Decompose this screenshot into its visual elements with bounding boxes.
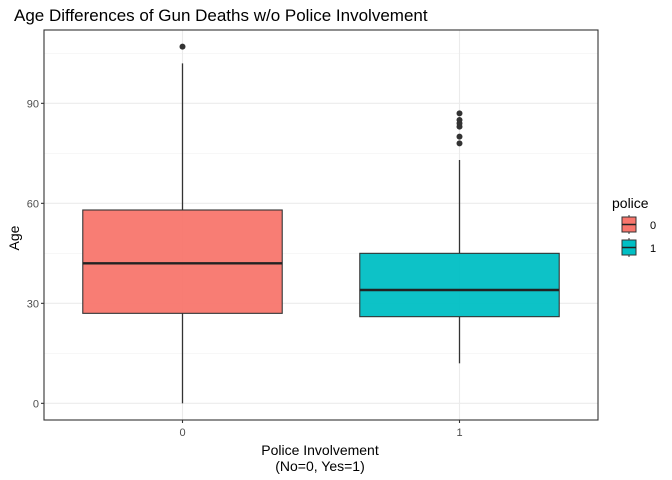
outlier-point <box>179 43 186 50</box>
iqr-box <box>82 209 283 314</box>
plot-panel <box>43 29 599 421</box>
x-tick-label: 0 <box>179 427 185 439</box>
outlier-point <box>456 117 463 123</box>
outlier-point <box>456 133 463 140</box>
legend-label: 0 <box>650 220 656 232</box>
y-axis-title: Age <box>6 225 22 250</box>
y-axis: 0 30 60 90 <box>27 98 44 410</box>
x-axis-title-line-1: Police Involvement <box>261 442 379 458</box>
y-tick-label: 30 <box>27 298 39 310</box>
x-tick-label: 1 <box>456 427 462 439</box>
y-tick-label: 0 <box>33 398 39 410</box>
outlier-point <box>456 140 463 147</box>
legend-key-1 <box>621 238 637 257</box>
y-tick-label: 60 <box>27 198 39 210</box>
legend: police 0 1 <box>612 195 656 257</box>
chart-title: Age Differences of Gun Deaths w/o Police… <box>14 6 428 25</box>
legend-key-0 <box>621 215 637 234</box>
legend-title: police <box>612 195 649 211</box>
box-group-0 <box>82 43 283 404</box>
legend-label: 1 <box>650 243 656 255</box>
box-group-1 <box>359 110 560 364</box>
panel-border <box>43 29 599 421</box>
x-axis-title-line-2: (No=0, Yes=1) <box>275 458 365 474</box>
y-tick-label: 90 <box>27 98 39 110</box>
outlier-point <box>456 110 463 117</box>
iqr-box <box>359 252 560 318</box>
